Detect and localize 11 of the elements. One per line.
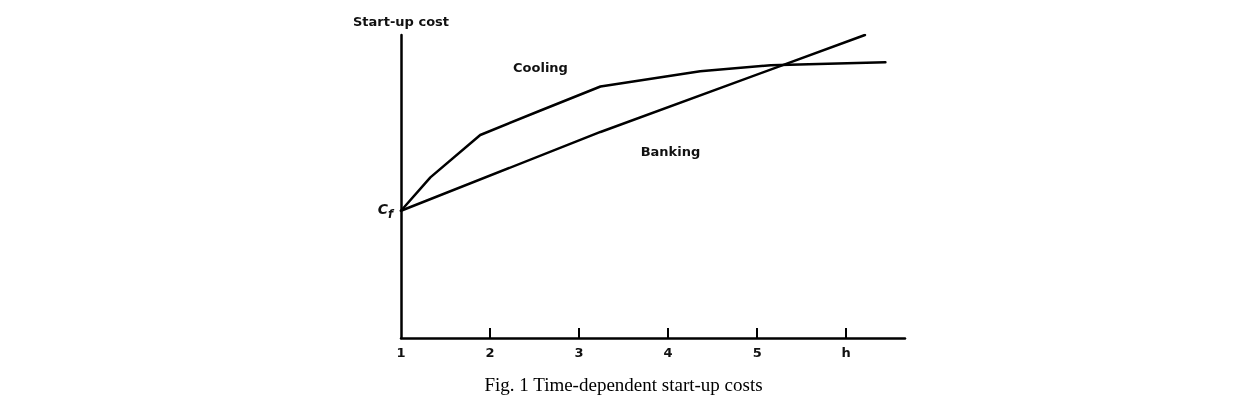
x-tick-label: 2 [485, 345, 495, 360]
annotation: C$_{f}$ [377, 200, 393, 221]
x-tick-label: 5 [752, 345, 762, 360]
y-axis-title: Start-up cost [352, 13, 450, 29]
series-label: Banking [640, 143, 701, 159]
series-label: Cooling [513, 59, 568, 75]
x-tick-label: 3 [574, 345, 584, 360]
x-tick-label: 1 [396, 345, 406, 360]
x-tick-label: 4 [663, 345, 673, 360]
x-tick-label: h [841, 345, 851, 360]
text: Fig. 1 Time-dependent start-up costs [484, 374, 763, 395]
